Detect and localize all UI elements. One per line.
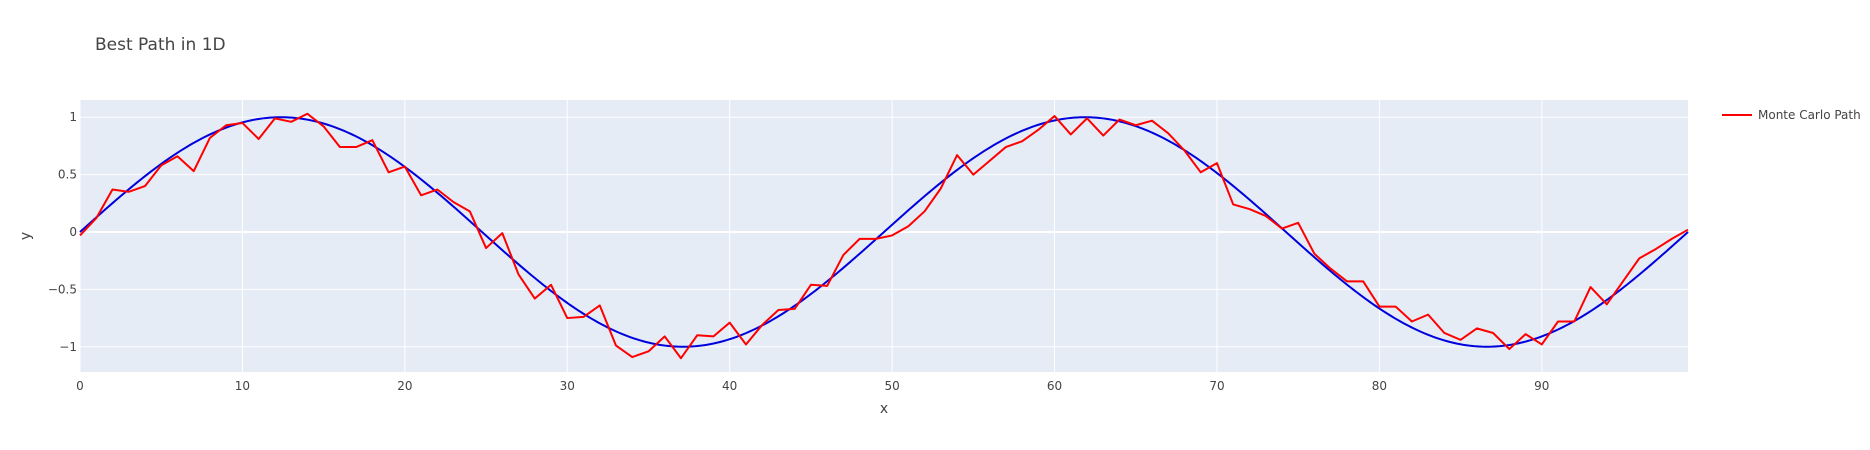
x-tick-label: 90 bbox=[1534, 379, 1549, 393]
y-tick-label: 1 bbox=[69, 110, 77, 124]
legend-label-monte-carlo: Monte Carlo Path bbox=[1758, 108, 1861, 122]
series-line-reference[interactable] bbox=[79, 116, 1689, 348]
legend[interactable]: Monte Carlo Path bbox=[1722, 108, 1861, 122]
x-tick-label: 50 bbox=[884, 379, 899, 393]
x-tick-label: 20 bbox=[397, 379, 412, 393]
x-tick-label: 70 bbox=[1209, 379, 1224, 393]
x-axis-title: x bbox=[880, 401, 888, 417]
x-tick-label: 0 bbox=[76, 379, 84, 393]
y-tick-label: 0.5 bbox=[58, 168, 77, 182]
y-tick-label: −1 bbox=[59, 340, 77, 354]
plot-area bbox=[80, 100, 1688, 372]
x-tick-label: 80 bbox=[1372, 379, 1387, 393]
x-tick-label: 30 bbox=[560, 379, 575, 393]
x-axis-ticks: 0 10 20 30 40 50 60 70 80 90 bbox=[76, 379, 1549, 393]
series-line-monte-carlo[interactable] bbox=[79, 112, 1689, 360]
y-axis-ticks: 1 0.5 0 −0.5 −1 bbox=[48, 110, 77, 354]
y-tick-label: −0.5 bbox=[48, 282, 77, 296]
y-tick-label: 0 bbox=[69, 225, 77, 239]
chart-title: Best Path in 1D bbox=[95, 35, 226, 55]
x-tick-label: 10 bbox=[235, 379, 250, 393]
x-tick-label: 60 bbox=[1047, 379, 1062, 393]
y-axis-title: y bbox=[18, 232, 34, 240]
x-tick-label: 40 bbox=[722, 379, 737, 393]
series-layer bbox=[79, 112, 1689, 360]
